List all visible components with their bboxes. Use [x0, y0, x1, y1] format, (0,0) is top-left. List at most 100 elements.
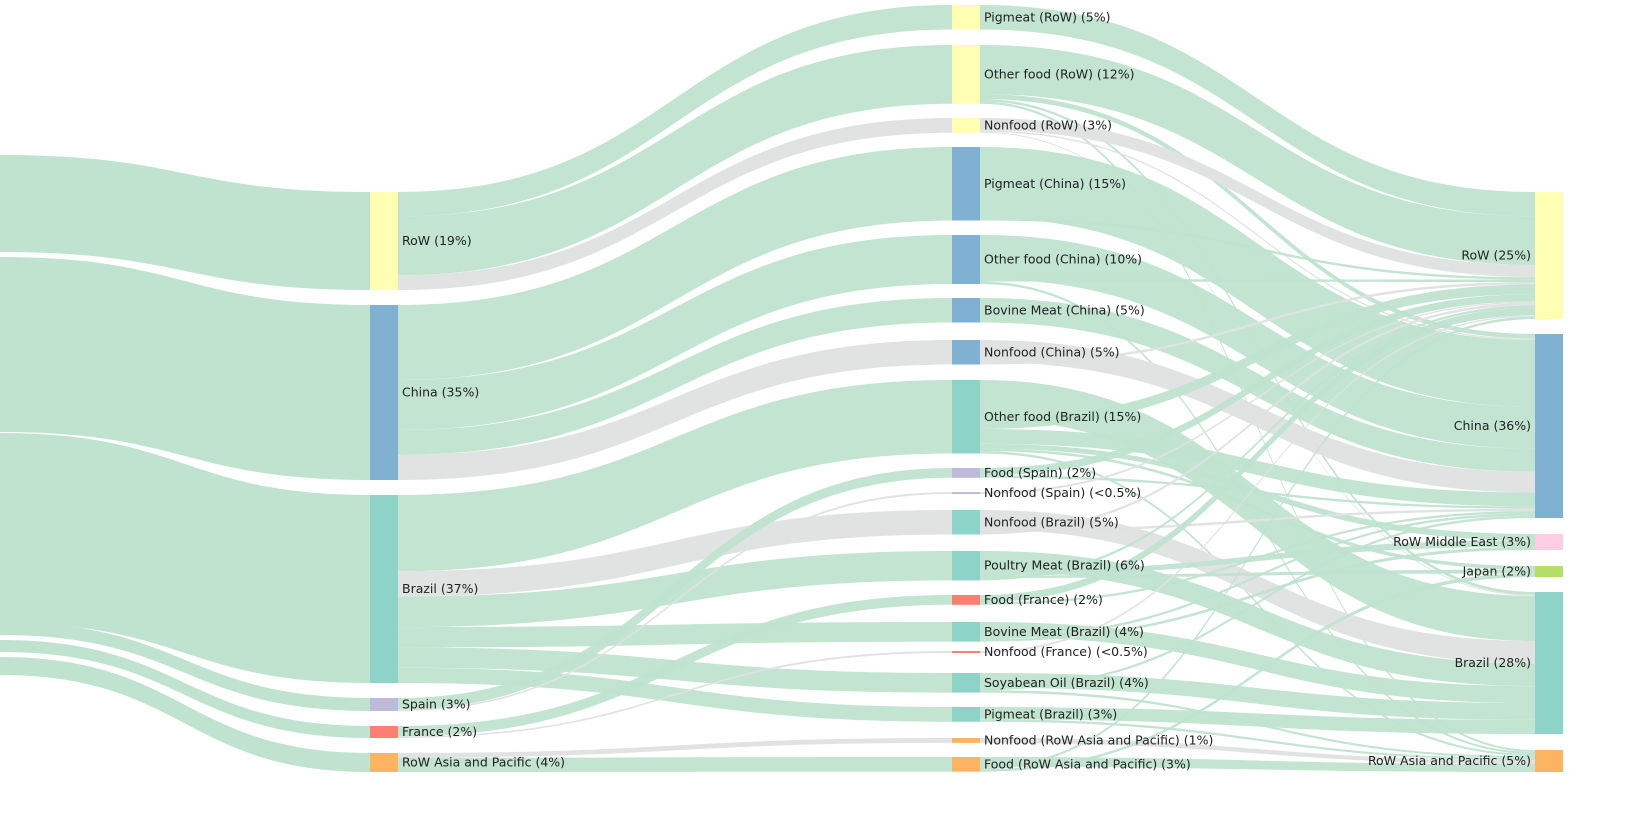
link-bov_br-to-d_cn[interactable] [980, 513, 1535, 640]
node-food_fr[interactable] [952, 595, 980, 605]
link-pig_br-to-d_br[interactable] [980, 707, 1535, 734]
inflow-to-row[interactable] [0, 155, 370, 290]
link-nf_br-to-d_br[interactable] [980, 510, 1535, 664]
link-nf_row-to-d_cn[interactable] [980, 130, 1535, 341]
node-china[interactable] [370, 305, 398, 480]
node-oth_br[interactable] [952, 380, 980, 454]
node-nf_asia[interactable] [952, 738, 980, 743]
link-nf_fr-to-d_row[interactable] [980, 315, 1535, 653]
link-food_asia-to-d_asia[interactable] [980, 757, 1535, 772]
label-soy_br: Soyabean Oil (Brazil) (4%) [984, 675, 1149, 690]
inflow-to-rowasia[interactable] [0, 657, 370, 772]
link-spain-to-nf_es[interactable] [398, 492, 952, 711]
link-china-to-nf_cn[interactable] [398, 340, 952, 480]
node-poul_br[interactable] [952, 551, 980, 581]
node-d_cn[interactable] [1535, 334, 1563, 518]
link-spain-to-food_es[interactable] [398, 468, 952, 710]
link-poul_br-to-d_br[interactable] [980, 551, 1535, 687]
node-food_asia[interactable] [952, 757, 980, 772]
link-nf_asia-to-d_asia[interactable] [980, 738, 1535, 764]
label-nf_br: Nonfood (Brazil) (5%) [984, 514, 1119, 529]
node-bov_cn[interactable] [952, 298, 980, 323]
node-d_br[interactable] [1535, 592, 1563, 734]
link-row-to-nf_row[interactable] [398, 118, 952, 290]
node-pig_br[interactable] [952, 707, 980, 722]
link-nf_br-to-d_row[interactable] [980, 302, 1535, 535]
link-soy_br-to-d_cn[interactable] [980, 515, 1535, 691]
node-d_me[interactable] [1535, 534, 1563, 550]
inflow-to-france[interactable] [0, 640, 370, 738]
link-china-to-oth_cn[interactable] [398, 235, 952, 430]
label-brazil: Brazil (37%) [402, 581, 478, 596]
node-row[interactable] [370, 192, 398, 290]
link-food_fr-to-d_cn[interactable] [980, 511, 1535, 605]
link-soy_br-to-d_br[interactable] [980, 673, 1535, 720]
node-spain[interactable] [370, 698, 398, 711]
inflow-to-brazil[interactable] [0, 433, 370, 683]
link-oth_row-to-d_row[interactable] [980, 45, 1535, 265]
link-france-to-food_fr[interactable] [398, 595, 952, 737]
link-oth_br-to-d_cn[interactable] [980, 429, 1535, 507]
link-oth_row-to-d_cn[interactable] [980, 94, 1535, 339]
link-poul_br-to-d_row[interactable] [980, 305, 1535, 581]
node-oth_cn[interactable] [952, 235, 980, 284]
node-d_jp[interactable] [1535, 566, 1563, 577]
node-nf_cn[interactable] [952, 340, 980, 365]
link-nf_cn-to-d_cn[interactable] [980, 340, 1535, 493]
link-food_es-to-d_cn[interactable] [980, 475, 1535, 509]
link-pig_br-to-d_asia[interactable] [980, 719, 1535, 760]
link-nf_es-to-d_row[interactable] [980, 301, 1535, 494]
node-nf_es[interactable] [952, 492, 980, 494]
node-d_row[interactable] [1535, 192, 1563, 319]
label-d_row: RoW (25%) [1461, 248, 1531, 263]
link-oth_cn-to-d_row[interactable] [980, 279, 1535, 283]
link-row-to-pig_row[interactable] [398, 5, 952, 217]
link-rowasia-to-food_asia[interactable] [398, 757, 952, 772]
link-nf_cn-to-d_row[interactable] [980, 282, 1535, 365]
node-rowasia[interactable] [370, 753, 398, 772]
node-soy_br[interactable] [952, 673, 980, 693]
node-d_asia[interactable] [1535, 750, 1563, 772]
nodes [370, 5, 1563, 772]
link-oth_br-to-d_br[interactable] [980, 380, 1535, 642]
link-food_fr-to-d_row[interactable] [980, 307, 1535, 603]
node-food_es[interactable] [952, 468, 980, 478]
link-pig_cn-to-d_row[interactable] [980, 218, 1535, 280]
label-food_es: Food (Spain) (2%) [984, 465, 1096, 480]
link-rowasia-to-nf_asia[interactable] [398, 738, 952, 758]
node-nf_row[interactable] [952, 118, 980, 133]
link-china-to-pig_cn[interactable] [398, 147, 952, 380]
links-origin-to-product [0, 5, 952, 772]
link-bov_br-to-d_br[interactable] [980, 622, 1535, 704]
node-nf_br[interactable] [952, 510, 980, 535]
link-food_asia-to-d_jp[interactable] [980, 573, 1535, 772]
link-row-to-oth_row[interactable] [398, 45, 952, 276]
link-nf_br-to-d_cn[interactable] [980, 508, 1535, 533]
link-france-to-nf_fr[interactable] [398, 651, 952, 738]
node-brazil[interactable] [370, 495, 398, 683]
label-nf_row: Nonfood (RoW) (3%) [984, 117, 1112, 132]
inflow-to-spain[interactable] [0, 622, 370, 711]
link-bov_br-to-d_me[interactable] [980, 546, 1535, 642]
node-oth_row[interactable] [952, 45, 980, 104]
link-brazil-to-nf_br[interactable] [398, 510, 952, 597]
link-oth_br-to-d_row[interactable] [980, 284, 1535, 429]
link-food_asia-to-d_row[interactable] [980, 316, 1535, 770]
node-france[interactable] [370, 726, 398, 738]
node-bov_br[interactable] [952, 622, 980, 642]
label-oth_row: Other food (RoW) (12%) [984, 66, 1134, 81]
node-nf_fr[interactable] [952, 651, 980, 653]
link-pig_row-to-d_row[interactable] [980, 5, 1535, 217]
link-brazil-to-bov_br[interactable] [398, 622, 952, 648]
node-pig_row[interactable] [952, 5, 980, 30]
link-oth_cn-to-d_cn[interactable] [980, 235, 1535, 449]
link-oth_br-to-d_jp[interactable] [980, 448, 1535, 570]
link-nf_row-to-d_row[interactable] [980, 118, 1535, 278]
link-poul_br-to-d_jp[interactable] [980, 569, 1535, 578]
link-brazil-to-oth_br[interactable] [398, 380, 952, 572]
link-food_es-to-d_row[interactable] [980, 294, 1535, 476]
node-pig_cn[interactable] [952, 147, 980, 221]
link-china-to-bov_cn[interactable] [398, 298, 952, 455]
inflow-to-china[interactable] [0, 257, 370, 480]
